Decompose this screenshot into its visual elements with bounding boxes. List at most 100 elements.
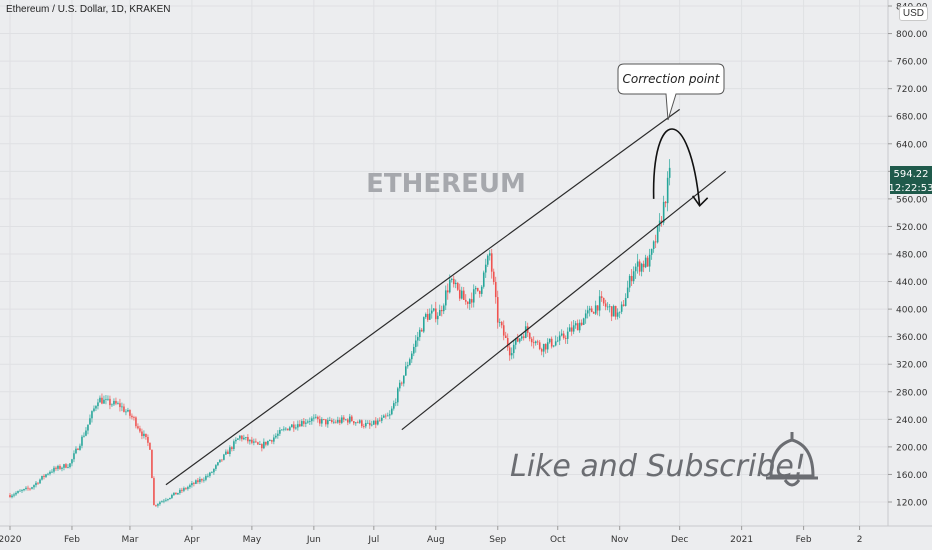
candle [614,305,617,320]
candle [83,432,85,438]
candle [233,439,235,452]
candle [403,375,405,387]
candle [219,459,221,463]
correction-point-callout[interactable]: Correction point [617,63,725,121]
candle [492,268,495,285]
candle [596,305,599,316]
candle [185,487,187,491]
candle [265,441,267,447]
candle [405,361,407,376]
candle [650,248,653,260]
x-tick-label: Mar [121,535,138,545]
candle [11,493,13,499]
x-tick-label: Apr [184,535,200,545]
candle [506,333,509,351]
candle [311,416,313,425]
candle [385,413,387,419]
candle [157,503,159,508]
candle [520,334,523,341]
candle [424,312,427,319]
candle [261,443,263,452]
candle [580,319,583,327]
candle [504,331,507,339]
candle [179,488,181,495]
candle [381,414,383,424]
candle [217,461,219,467]
candle [552,345,555,348]
candle [351,414,353,422]
candle [91,410,93,423]
candle [51,469,53,474]
candle [590,305,593,313]
candle [221,459,223,463]
trend-channel [165,108,727,486]
candle [153,476,155,506]
candle [287,428,289,431]
candle [466,301,469,309]
candle [209,471,211,478]
candle [502,320,505,341]
candle [283,426,285,432]
candle [610,306,613,322]
bell-icon[interactable] [766,432,818,487]
candle [514,337,517,350]
candle [444,285,447,311]
candle [516,333,519,343]
candle [135,416,137,429]
candle [592,311,595,314]
candle [570,321,573,336]
candle [63,463,65,471]
channel-lower-line[interactable] [401,170,727,431]
candle [123,403,125,413]
candle [313,414,315,422]
last-price-tag: 594.22 [894,169,929,180]
candle [472,284,475,308]
candle [231,446,233,452]
candle [640,262,643,277]
candle [285,427,287,431]
candle [628,274,631,293]
candle [389,410,391,420]
currency-button[interactable]: USD [898,6,928,21]
candle [524,321,527,339]
candle [367,420,369,424]
candle [371,420,373,427]
candle [75,446,77,455]
candle [544,343,547,354]
candle [494,276,497,304]
candle [363,423,365,429]
candle [558,331,561,346]
candle [510,347,513,360]
candle [490,248,493,279]
y-tick-label: 800.00 [896,30,928,40]
candle [193,481,195,487]
x-tick-label: 2021 [730,535,753,545]
candle [373,420,375,426]
candle [61,466,63,472]
projection-curve [652,128,701,206]
candle [335,419,337,424]
candle [303,417,305,427]
candle [574,320,577,329]
candle [323,418,325,421]
candle [578,319,581,333]
candle [255,438,257,443]
candle [594,300,597,316]
candle [39,478,41,484]
candle [666,171,669,212]
price-axis[interactable]: 120.00 160.00 200.00 240.00 280.00 320.00 360.… [887,0,928,526]
candle [107,395,109,401]
candle [644,254,647,269]
candle [572,319,575,335]
candle [215,464,217,471]
candle [67,464,69,469]
candle [410,351,413,363]
candle [562,330,565,340]
candle [454,279,457,289]
channel-upper-line[interactable] [165,108,681,486]
candle [480,285,483,297]
candle [131,413,133,420]
time-axis[interactable]: 2020 Feb Mar Apr May Jun Jul Aug Sep Oct Nov Dec 202… [0,525,932,545]
candle [223,453,225,461]
candle [155,504,157,507]
